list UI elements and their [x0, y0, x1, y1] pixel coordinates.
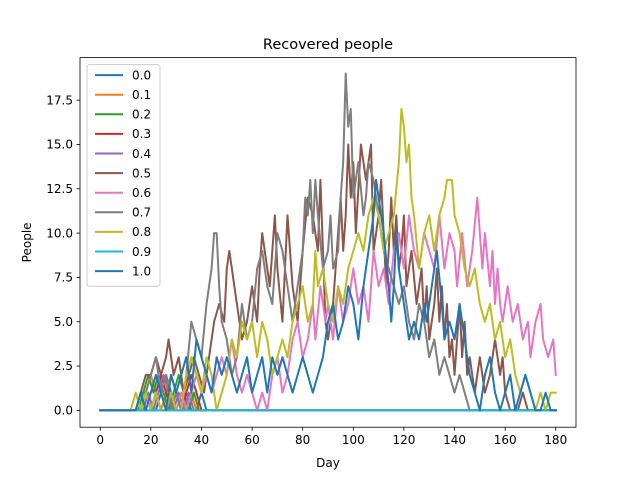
legend-label: 0.3 — [132, 127, 151, 141]
x-tick-label: 100 — [342, 433, 365, 447]
y-tick-label: 10.0 — [46, 226, 73, 240]
x-tick-label: 160 — [494, 433, 517, 447]
y-tick-label: 17.5 — [46, 93, 73, 107]
legend-label: 1.0 — [132, 264, 151, 278]
x-tick-label: 0 — [96, 433, 104, 447]
x-tick-label: 180 — [544, 433, 567, 447]
y-axis-ticks: 0.0 2.5 5.0 7.5 10.0 12.5 15.0 17.5 — [46, 93, 80, 418]
legend-frame — [86, 64, 161, 287]
y-tick-label: 0.0 — [54, 404, 73, 418]
chart-title: Recovered people — [263, 37, 393, 53]
legend-entry: 0.7 — [95, 206, 151, 220]
legend-entry: 0.0 — [95, 68, 151, 82]
legend-label: 0.8 — [132, 225, 151, 239]
y-axis-title: People — [20, 222, 34, 262]
series-line-0-8 — [99, 108, 557, 412]
legend-label: 0.0 — [132, 68, 151, 82]
legend-label: 0.2 — [132, 108, 151, 122]
legend-label: 0.1 — [132, 88, 151, 102]
y-tick-label: 15.0 — [46, 138, 73, 152]
legend-label: 0.6 — [132, 186, 151, 200]
series-line-1-0 — [99, 178, 557, 412]
legend: 0.0 0.1 0.2 0.3 0.4 0.5 0.6 0.7 0.8 0.9 1.0 — [86, 64, 161, 287]
legend-entry: 0.4 — [95, 147, 151, 161]
legend-entry: 0.5 — [95, 166, 151, 180]
x-tick-label: 60 — [244, 433, 259, 447]
legend-entry: 0.6 — [95, 186, 151, 200]
x-tick-label: 40 — [194, 433, 209, 447]
series-layer — [99, 72, 557, 412]
y-tick-label: 7.5 — [54, 271, 73, 285]
legend-entry: 0.1 — [95, 88, 151, 102]
legend-label: 0.9 — [132, 245, 151, 259]
legend-label: 0.5 — [132, 166, 151, 180]
legend-label: 0.7 — [132, 206, 151, 220]
legend-entry: 0.9 — [95, 245, 151, 259]
x-axis-ticks: 0 20 40 60 80 100 120 140 160 180 — [96, 427, 567, 447]
x-axis-title: Day — [316, 456, 340, 470]
legend-entry: 0.2 — [95, 108, 151, 122]
y-tick-label: 2.5 — [54, 359, 73, 373]
x-tick-label: 140 — [443, 433, 466, 447]
x-tick-label: 20 — [143, 433, 158, 447]
y-tick-label: 12.5 — [46, 182, 73, 196]
x-tick-label: 120 — [392, 433, 415, 447]
plot-area — [79, 57, 577, 428]
legend-entry: 1.0 — [95, 264, 151, 278]
series-line-0-5 — [99, 143, 557, 412]
legend-entry: 0.3 — [95, 127, 151, 141]
legend-label: 0.4 — [132, 147, 151, 161]
legend-entry: 0.8 — [95, 225, 151, 239]
axes-frame — [79, 57, 577, 428]
x-tick-label: 80 — [295, 433, 310, 447]
y-tick-label: 5.0 — [54, 315, 73, 329]
